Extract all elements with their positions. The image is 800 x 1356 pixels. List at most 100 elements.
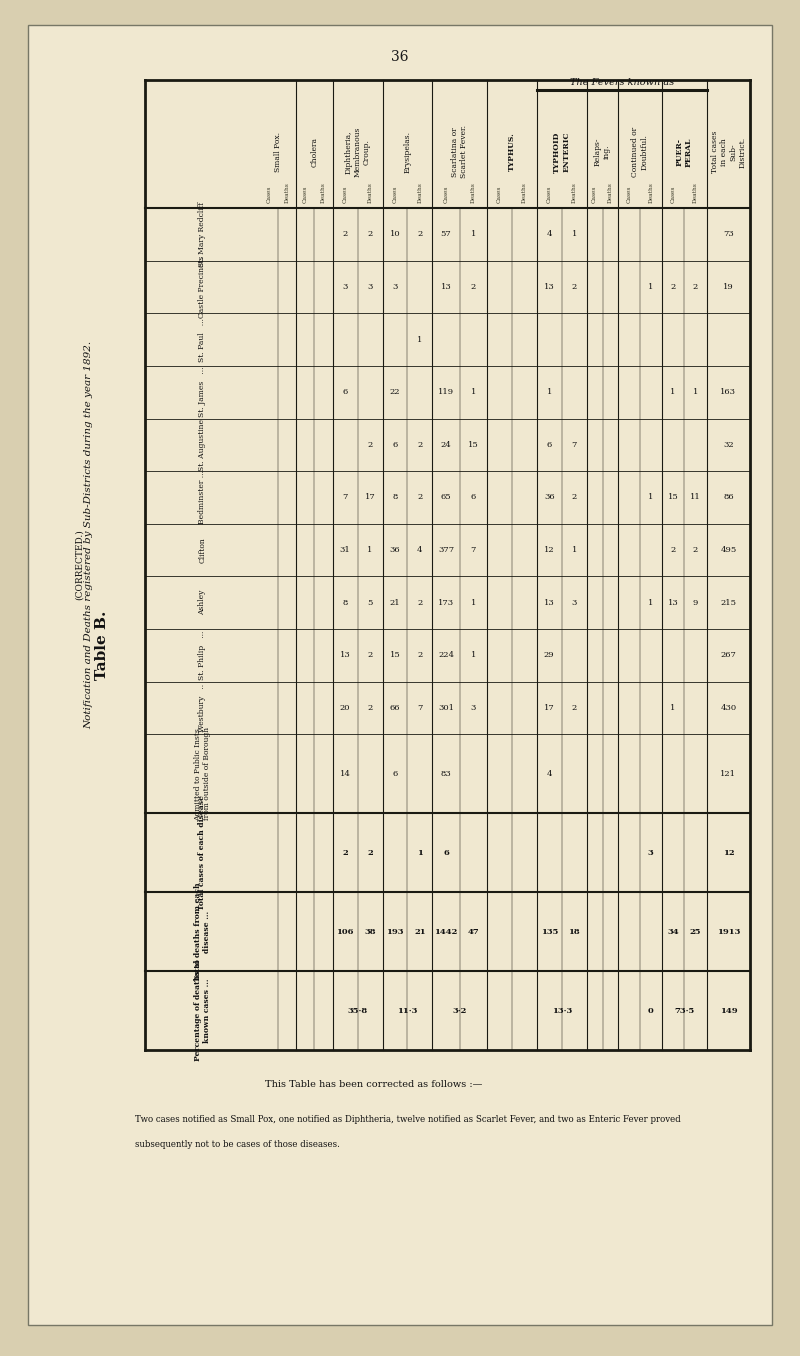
Text: Deaths: Deaths xyxy=(648,182,654,203)
Text: 4: 4 xyxy=(417,546,422,555)
Text: 1: 1 xyxy=(693,388,698,396)
Text: 173: 173 xyxy=(438,599,454,606)
Text: 6: 6 xyxy=(392,441,398,449)
Text: Percentage of deaths to
known cases ...: Percentage of deaths to known cases ... xyxy=(194,960,211,1062)
Text: 73: 73 xyxy=(723,231,734,239)
Text: 24: 24 xyxy=(441,441,451,449)
Text: 6: 6 xyxy=(546,441,552,449)
Text: 163: 163 xyxy=(721,388,737,396)
Text: 15: 15 xyxy=(468,441,478,449)
Text: Deaths: Deaths xyxy=(418,182,422,203)
Text: 12: 12 xyxy=(544,546,554,555)
Text: Clifton: Clifton xyxy=(198,537,206,563)
Text: Total cases of each disease: Total cases of each disease xyxy=(198,795,206,910)
Text: 31: 31 xyxy=(340,546,350,555)
Text: 15: 15 xyxy=(390,651,400,659)
Text: 6: 6 xyxy=(342,388,348,396)
Text: 13: 13 xyxy=(544,599,554,606)
Text: 3: 3 xyxy=(470,704,476,712)
Text: 2: 2 xyxy=(693,283,698,292)
Text: 7: 7 xyxy=(342,494,348,502)
Text: 6: 6 xyxy=(443,849,449,857)
Text: 2: 2 xyxy=(418,441,422,449)
Text: The Fevers known as: The Fevers known as xyxy=(570,79,674,87)
FancyBboxPatch shape xyxy=(28,24,772,1325)
Text: 430: 430 xyxy=(720,704,737,712)
Text: 1: 1 xyxy=(470,599,476,606)
Text: 1: 1 xyxy=(418,335,422,343)
Text: Admitted to Public Insts.
from outside of Borough: Admitted to Public Insts. from outside o… xyxy=(194,725,211,822)
Text: 86: 86 xyxy=(723,494,734,502)
Text: 2: 2 xyxy=(418,494,422,502)
Text: Diphtheria,
Membranous
Croup.: Diphtheria, Membranous Croup. xyxy=(344,127,370,178)
Text: 0: 0 xyxy=(648,1006,654,1014)
Text: 15: 15 xyxy=(667,494,678,502)
Text: Cases: Cases xyxy=(342,186,347,203)
Text: 11·3: 11·3 xyxy=(398,1006,418,1014)
Text: 73·5: 73·5 xyxy=(674,1006,694,1014)
Text: Ashley: Ashley xyxy=(198,590,206,616)
Text: Westbury   ..: Westbury .. xyxy=(198,683,206,732)
Text: 1: 1 xyxy=(546,388,552,396)
Text: Cases: Cases xyxy=(546,186,552,203)
Text: Deaths: Deaths xyxy=(572,182,577,203)
Text: 25: 25 xyxy=(690,928,702,936)
Text: PUER-
PERAL: PUER- PERAL xyxy=(676,137,693,167)
Text: St. Paul   ...: St. Paul ... xyxy=(198,317,206,362)
Text: 224: 224 xyxy=(438,651,454,659)
Text: 377: 377 xyxy=(438,546,454,555)
Text: 8: 8 xyxy=(392,494,398,502)
Text: 36: 36 xyxy=(391,50,409,64)
Text: Cases: Cases xyxy=(443,186,449,203)
Text: Two cases notified as Small Pox, one notified as Diphtheria, twelve notified as : Two cases notified as Small Pox, one not… xyxy=(135,1115,681,1124)
Text: 20: 20 xyxy=(340,704,350,712)
Text: 1: 1 xyxy=(648,494,654,502)
Text: 29: 29 xyxy=(544,651,554,659)
Text: 267: 267 xyxy=(721,651,736,659)
Text: Cases: Cases xyxy=(626,186,632,203)
Text: Castle Precincts: Castle Precincts xyxy=(198,256,206,319)
Text: 17: 17 xyxy=(544,704,554,712)
Text: Continued or
Doubtful.: Continued or Doubtful. xyxy=(631,127,649,178)
Text: 495: 495 xyxy=(720,546,737,555)
Text: Deaths: Deaths xyxy=(693,182,698,203)
Text: Erysipelas.: Erysipelas. xyxy=(403,132,411,174)
Text: TYPHUS.: TYPHUS. xyxy=(508,133,516,171)
Text: 2: 2 xyxy=(693,546,698,555)
Text: 5: 5 xyxy=(367,599,373,606)
Text: 2: 2 xyxy=(367,441,373,449)
Text: 7: 7 xyxy=(571,441,577,449)
Text: 21: 21 xyxy=(390,599,400,606)
Text: 65: 65 xyxy=(441,494,451,502)
Text: 6: 6 xyxy=(470,494,476,502)
Text: 2: 2 xyxy=(342,231,348,239)
Text: St. James   ...: St. James ... xyxy=(198,367,206,418)
Text: 2: 2 xyxy=(418,651,422,659)
Text: Cholera: Cholera xyxy=(310,137,318,167)
Text: 9: 9 xyxy=(693,599,698,606)
Text: 13·3: 13·3 xyxy=(551,1006,572,1014)
Text: Table B.: Table B. xyxy=(95,610,109,679)
Text: 2: 2 xyxy=(670,283,675,292)
Text: 38: 38 xyxy=(364,928,376,936)
Text: 14: 14 xyxy=(340,770,350,778)
Text: Total deaths from each
disease ...: Total deaths from each disease ... xyxy=(194,883,211,980)
Text: Bedminster ...: Bedminster ... xyxy=(198,471,206,525)
Text: 121: 121 xyxy=(721,770,737,778)
Text: This Table has been corrected as follows :—: This Table has been corrected as follows… xyxy=(265,1079,482,1089)
Text: 47: 47 xyxy=(467,928,479,936)
Text: 35·8: 35·8 xyxy=(347,1006,368,1014)
Text: 149: 149 xyxy=(720,1006,738,1014)
Text: Cases: Cases xyxy=(592,186,597,203)
Text: Cases: Cases xyxy=(393,186,398,203)
Text: 8: 8 xyxy=(342,599,348,606)
Text: 36: 36 xyxy=(390,546,400,555)
Text: 32: 32 xyxy=(723,441,734,449)
Text: St. Mary Redcliff: St. Mary Redcliff xyxy=(198,202,206,267)
Text: 2: 2 xyxy=(418,231,422,239)
Text: 7: 7 xyxy=(470,546,476,555)
Text: 2: 2 xyxy=(342,849,348,857)
Text: 1: 1 xyxy=(470,231,476,239)
Text: 19: 19 xyxy=(723,283,734,292)
Text: Relaps-
ing.: Relaps- ing. xyxy=(594,138,611,167)
